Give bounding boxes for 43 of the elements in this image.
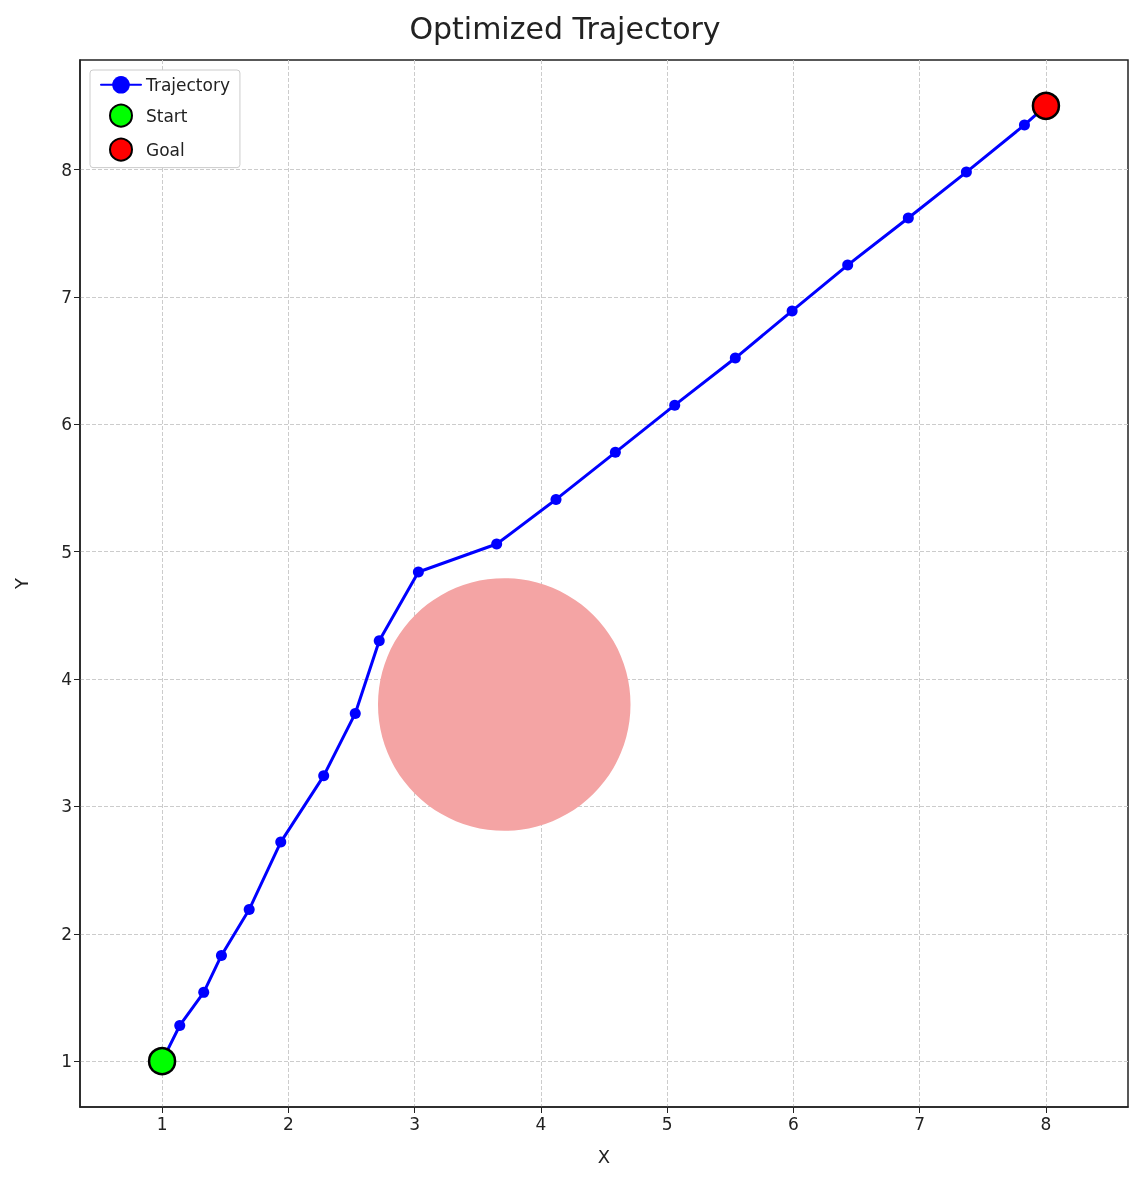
point bbox=[215, 949, 227, 961]
y-tick-label: 6 bbox=[61, 414, 72, 435]
y-tick-label: 1 bbox=[61, 1051, 72, 1072]
point bbox=[729, 352, 741, 364]
point bbox=[174, 1019, 186, 1031]
point bbox=[960, 166, 972, 178]
legend-label: Start bbox=[146, 105, 188, 126]
y-axis-title: Y bbox=[10, 577, 32, 590]
x-tick-label: 3 bbox=[409, 1113, 421, 1134]
point bbox=[318, 770, 330, 782]
legend-label: Goal bbox=[146, 139, 185, 160]
point bbox=[902, 212, 914, 224]
y-tick-label: 8 bbox=[61, 159, 72, 180]
x-tick-label: 2 bbox=[282, 1113, 294, 1134]
legend-label: Trajectory bbox=[145, 74, 230, 95]
x-tick-label: 8 bbox=[1040, 1113, 1052, 1134]
x-tick-label: 7 bbox=[914, 1113, 926, 1134]
x-tick-label: 1 bbox=[156, 1113, 168, 1134]
point bbox=[373, 635, 385, 647]
x-tick-label: 6 bbox=[787, 1113, 799, 1134]
x-axis-title: X bbox=[597, 1145, 611, 1167]
y-tick-label: 4 bbox=[61, 669, 72, 690]
point bbox=[1018, 119, 1030, 131]
y-tick-label: 5 bbox=[61, 541, 72, 562]
point bbox=[842, 259, 854, 271]
y-tick-label: 2 bbox=[61, 923, 72, 944]
point bbox=[275, 836, 287, 848]
point bbox=[786, 305, 798, 317]
y-tick-label: 3 bbox=[61, 796, 72, 817]
x-tick-label: 5 bbox=[661, 1113, 673, 1134]
point bbox=[147, 1046, 177, 1076]
chart-title: Optimized Trajectory bbox=[409, 10, 721, 46]
point bbox=[198, 986, 210, 998]
point bbox=[1031, 91, 1061, 121]
point bbox=[491, 538, 503, 550]
point bbox=[609, 446, 621, 458]
y-tick-label: 7 bbox=[61, 286, 72, 307]
x-tick-label: 4 bbox=[535, 1113, 547, 1134]
point bbox=[669, 399, 681, 411]
point bbox=[550, 493, 562, 505]
point bbox=[243, 904, 255, 916]
point bbox=[412, 566, 424, 578]
point bbox=[349, 707, 361, 719]
